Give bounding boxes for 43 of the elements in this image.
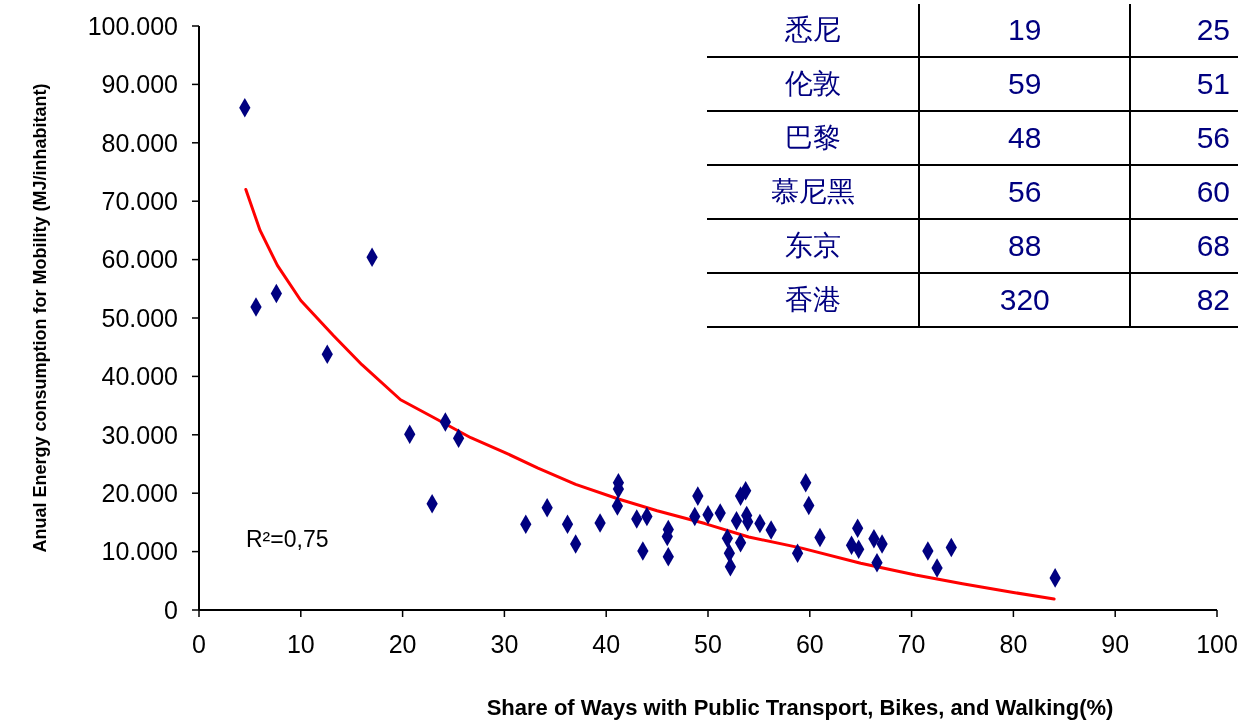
category-label: 悉尼 xyxy=(707,4,921,56)
category-label: 伦敦 xyxy=(707,58,921,110)
data-label: 19 xyxy=(920,4,1132,56)
y-axis-title: Anual Energy consumption for Mobility (MJ/inhabitant) xyxy=(30,83,51,553)
data-label: 88 xyxy=(920,220,1132,272)
category-label: 东京 xyxy=(707,220,921,272)
x-tick-label: 0 xyxy=(192,629,206,658)
data-label: 56 xyxy=(920,166,1132,218)
x-tick-label: 30 xyxy=(490,629,519,658)
data-label: 59 xyxy=(920,58,1132,110)
y-tick-label: 60.000 xyxy=(101,245,178,274)
data-label: 60 xyxy=(1195,174,1231,210)
y-tick-label: 0 xyxy=(164,595,178,624)
y-tick-label: 80.000 xyxy=(101,128,178,157)
x-tick-label: 70 xyxy=(897,629,926,658)
category-label: 慕尼黑 xyxy=(707,166,921,218)
x-tick-label: 60 xyxy=(795,629,824,658)
x-tick-label: 90 xyxy=(1101,629,1130,658)
data-label: 48 xyxy=(920,112,1132,164)
category-label: 巴黎 xyxy=(707,112,921,164)
annotation: R²=0,75 xyxy=(246,526,329,553)
x-tick-label: 40 xyxy=(592,629,621,658)
x-tick-label: 20 xyxy=(388,629,417,658)
x-axis-title: Share of Ways with Public Transport, Bikes, and Walking(%) xyxy=(486,695,1114,720)
category-label: 香港 xyxy=(707,274,921,326)
y-tick-label: 70.000 xyxy=(101,187,178,216)
y-tick-label: 10.000 xyxy=(101,537,178,566)
y-tick-label: 20.000 xyxy=(101,479,178,508)
y-tick-label: 90.000 xyxy=(101,70,178,99)
data-label: 320 xyxy=(920,274,1132,326)
x-tick-label: 80 xyxy=(999,629,1028,658)
y-tick-label: 40.000 xyxy=(101,362,178,391)
y-tick-label: 100.000 xyxy=(87,11,178,40)
x-tick-label: 50 xyxy=(694,629,722,658)
x-tick-label: 10 xyxy=(286,629,315,658)
y-tick-label: 50.000 xyxy=(101,303,178,332)
x-tick-label: 100 xyxy=(1196,629,1238,658)
y-tick-label: 30.000 xyxy=(101,420,178,449)
data-label: 56 xyxy=(1195,120,1231,156)
data-label: 68 xyxy=(1195,228,1231,264)
data-label: 82 xyxy=(1195,282,1231,318)
data-label: 51 xyxy=(1195,66,1231,102)
data-label: 25 xyxy=(1195,12,1231,48)
